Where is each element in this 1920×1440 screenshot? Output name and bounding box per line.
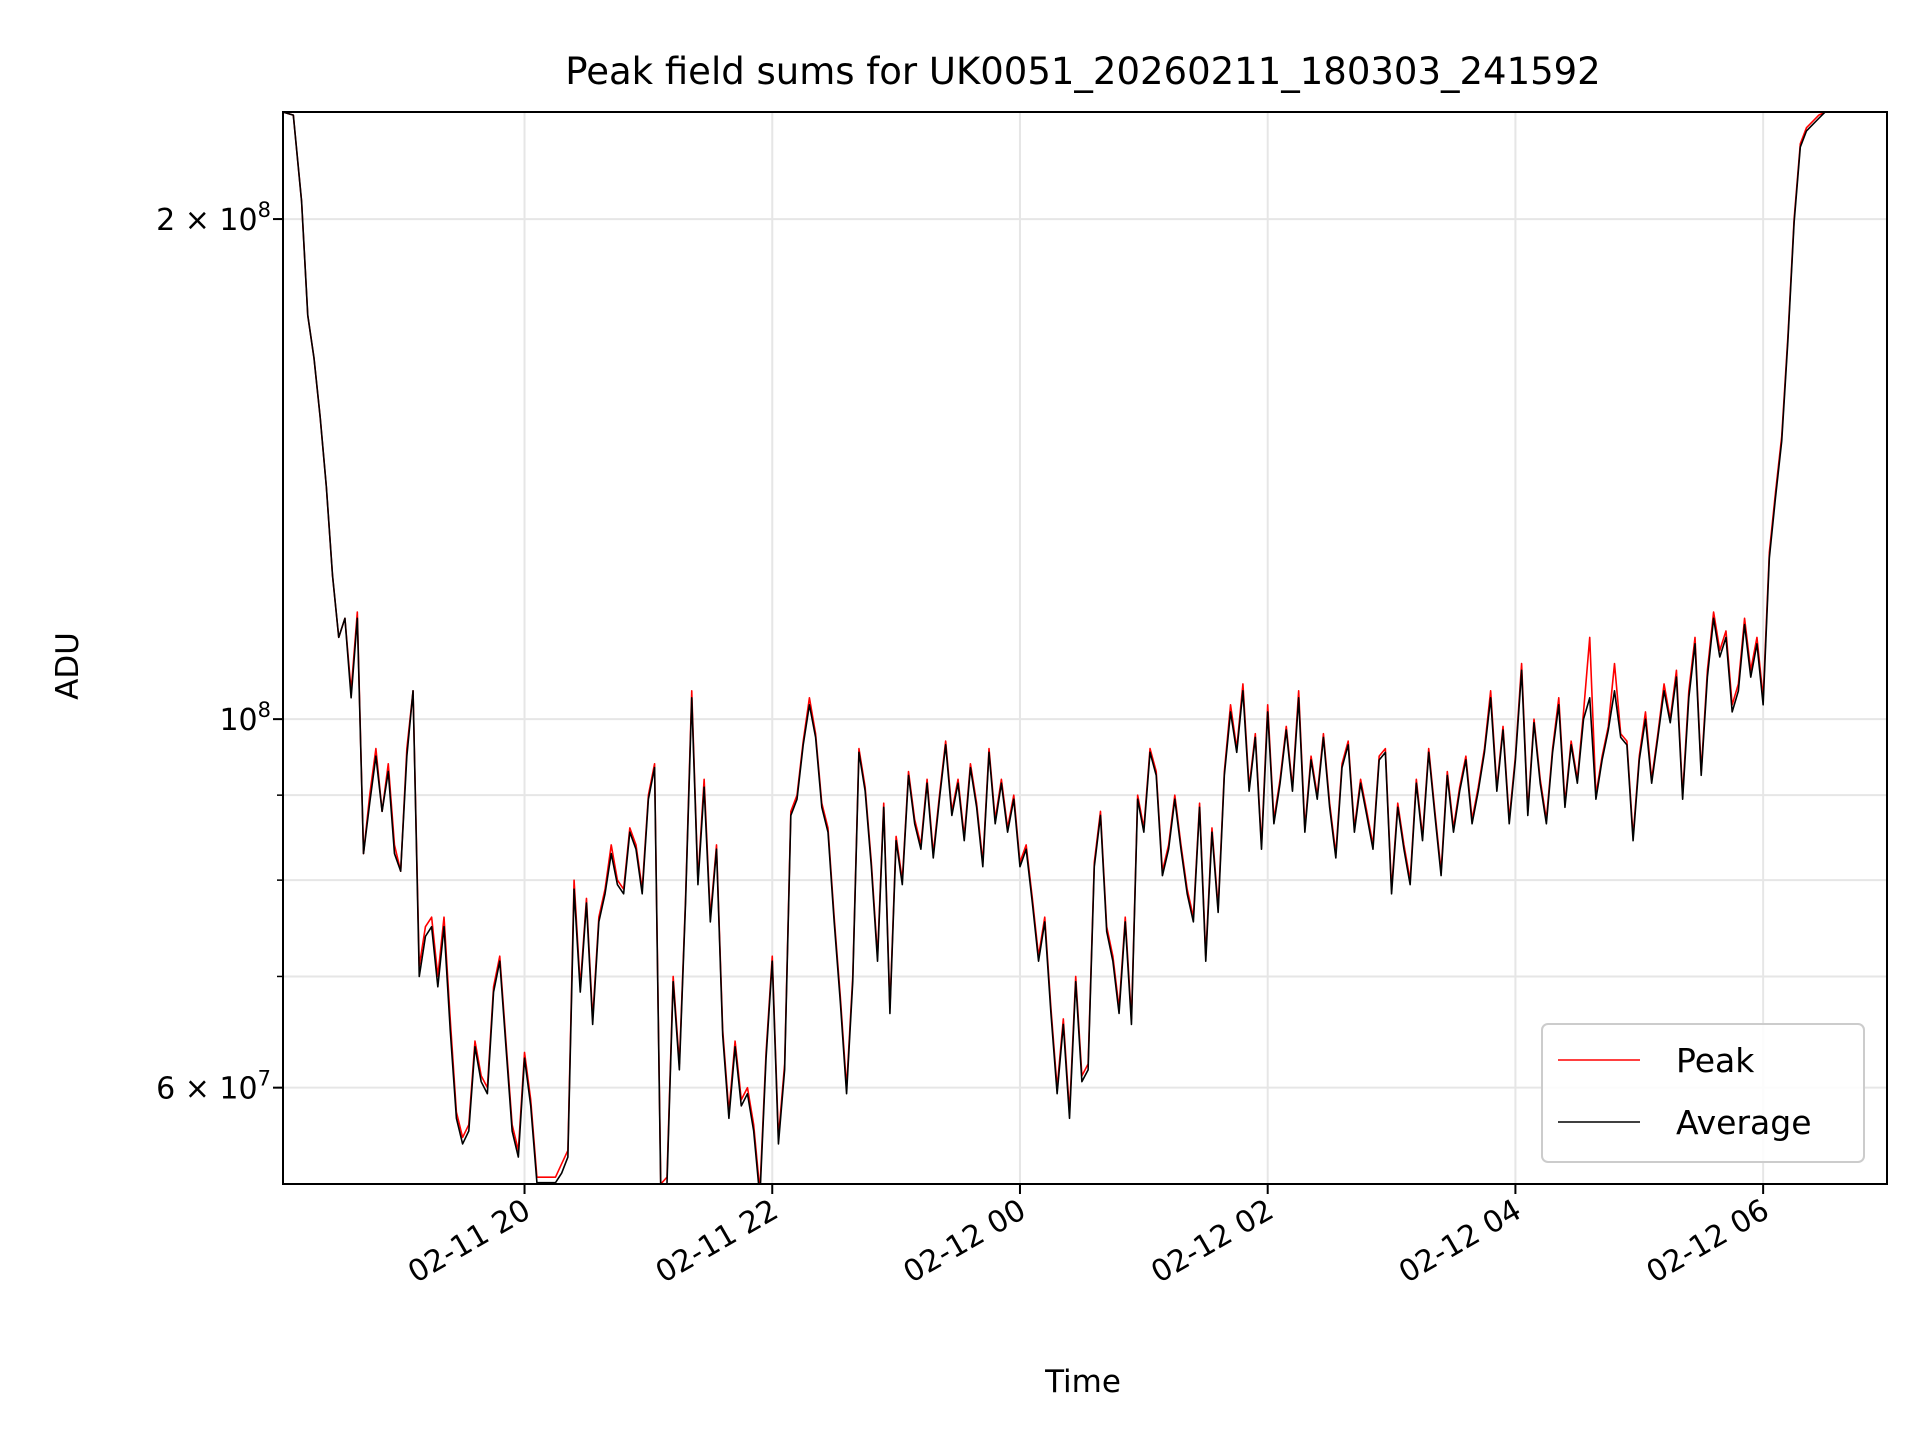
legend: Peak Average <box>1541 1023 1865 1163</box>
y-axis-title: ADU <box>50 632 86 700</box>
series-line-average <box>283 112 1832 1184</box>
y-tick-label: 2 × 108 <box>156 198 271 238</box>
legend-label-peak: Peak <box>1676 1041 1755 1080</box>
grid-layer <box>283 112 1887 1184</box>
chart-title: Peak field sums for UK0051_20260211_1803… <box>565 50 1600 93</box>
y-tick-label: 6 × 107 <box>156 1067 271 1107</box>
legend-label-average: Average <box>1676 1103 1812 1142</box>
legend-box <box>1541 1023 1865 1163</box>
series-layer <box>283 112 1832 1184</box>
x-axis-title: Time <box>1044 1364 1121 1400</box>
plot-frame <box>282 111 1888 1185</box>
y-tick-label: 108 <box>219 698 271 738</box>
